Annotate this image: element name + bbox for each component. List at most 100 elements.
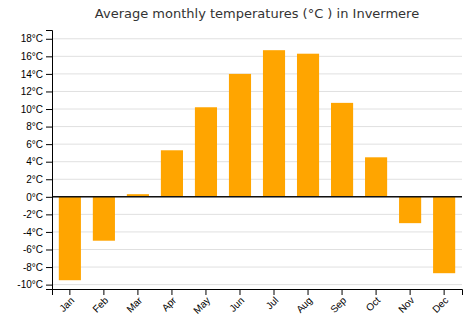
y-tick: 16°C — [21, 51, 52, 62]
x-tick-mark — [171, 289, 172, 295]
y-tick-mark — [46, 109, 52, 110]
x-tick-mark — [274, 289, 275, 295]
x-tick: Nov — [396, 289, 416, 315]
y-tick: -6°C — [23, 244, 52, 255]
x-tick: Feb — [90, 289, 110, 315]
y-tick-mark — [46, 127, 52, 128]
y-tick-label: -10°C — [17, 279, 43, 290]
bar — [365, 157, 387, 197]
grid-line — [52, 249, 462, 250]
bar — [161, 150, 183, 197]
y-tick-label: -4°C — [23, 227, 43, 238]
y-tick-mark — [46, 39, 52, 40]
x-tick-mark — [444, 289, 445, 295]
x-tick: Dec — [430, 289, 450, 315]
x-tick-mark — [137, 289, 138, 295]
y-tick-label: 10°C — [21, 104, 43, 115]
y-tick: 6°C — [26, 139, 52, 150]
y-tick-mark — [46, 267, 52, 268]
x-axis-line — [53, 290, 463, 296]
x-tick-label: Apr — [160, 294, 179, 313]
y-tick-label: 2°C — [26, 174, 43, 185]
y-tick-mark — [46, 249, 52, 250]
y-tick: 14°C — [21, 69, 52, 80]
x-tick: Apr — [160, 289, 179, 313]
x-tick-label: Feb — [90, 294, 110, 314]
y-tick: 0°C — [26, 192, 52, 203]
y-tick-mark — [46, 179, 52, 180]
x-tick: May — [191, 289, 212, 316]
zero-line — [52, 196, 462, 198]
chart: -10°C -8°C -6°C -4°C -2°C 0°C 2°C 4°C 6°C 8°C 10°C… — [0, 0, 474, 331]
y-tick-mark — [46, 91, 52, 92]
x-tick: Jun — [227, 289, 246, 314]
y-axis: -10°C -8°C -6°C -4°C -2°C 0°C 2°C 4°C 6°C 8°C 10°C… — [17, 31, 52, 291]
x-tick-mark — [69, 289, 70, 295]
x-tick-label: May — [191, 295, 212, 316]
y-tick-label: 16°C — [21, 51, 43, 62]
x-tick-label: Mar — [124, 294, 144, 314]
y-tick: -8°C — [23, 262, 52, 273]
plot: -10°C -8°C -6°C -4°C -2°C 0°C 2°C 4°C 6°C 8°C 10°C… — [17, 31, 462, 316]
y-tick-mark — [46, 162, 52, 163]
y-tick-label: -6°C — [23, 244, 43, 255]
bars — [59, 50, 455, 280]
x-axis: Jan Feb Mar Apr May Jun Jul Aug Sep Oct Nov Dec — [53, 289, 463, 316]
x-tick: Aug — [294, 289, 314, 315]
y-tick-mark — [46, 197, 52, 198]
bar — [195, 107, 217, 197]
grid-line — [52, 38, 462, 39]
grid-line — [52, 56, 462, 57]
y-tick: 10°C — [21, 104, 52, 115]
y-tick: 2°C — [26, 174, 52, 185]
x-tick-mark — [410, 289, 411, 295]
grid-line — [52, 179, 462, 180]
x-tick-label: Jul — [264, 295, 281, 312]
grid-line — [52, 144, 462, 145]
bar — [297, 54, 319, 197]
x-tick-label: Oct — [364, 295, 383, 314]
x-tick-mark — [205, 289, 206, 295]
y-tick: 8°C — [26, 121, 52, 132]
grid-line — [52, 73, 462, 74]
y-tick: 18°C — [21, 33, 52, 44]
bar — [433, 197, 455, 273]
x-tick-mark — [308, 289, 309, 295]
grid-line — [52, 91, 462, 92]
grid-line — [52, 196, 462, 197]
y-tick-label: -8°C — [23, 262, 43, 273]
x-tick-label: Jan — [57, 295, 76, 314]
grid — [52, 39, 462, 285]
y-tick-label: 12°C — [21, 86, 43, 97]
y-tick: 12°C — [21, 86, 52, 97]
y-tick: -4°C — [23, 227, 52, 238]
bar — [93, 197, 115, 241]
x-tick-mark — [239, 289, 240, 295]
y-tick-label: 18°C — [21, 33, 43, 44]
y-tick: 4°C — [26, 156, 52, 167]
title: Average monthly temperatures (°C ) in In… — [95, 6, 419, 21]
x-tick-mark — [376, 289, 377, 295]
x-tick-label: Aug — [294, 295, 314, 315]
x-tick-label: Dec — [430, 295, 450, 315]
grid-line — [52, 109, 462, 110]
x-tick-label: Sep — [328, 294, 349, 315]
y-tick: -2°C — [23, 209, 52, 220]
y-axis-line — [46, 31, 53, 290]
x-tick-label: Nov — [396, 295, 416, 315]
grid-line — [52, 161, 462, 162]
bar — [263, 50, 285, 197]
y-tick-label: -2°C — [23, 209, 43, 220]
bar — [331, 103, 353, 197]
y-tick-label: 14°C — [21, 69, 43, 80]
y-tick-mark — [46, 232, 52, 233]
x-tick: Jan — [57, 289, 76, 314]
y-tick-label: 4°C — [26, 156, 43, 167]
y-tick-mark — [46, 144, 52, 145]
grid-line — [52, 126, 462, 127]
bar — [399, 197, 421, 223]
y-tick-mark — [46, 214, 52, 215]
bar — [59, 197, 81, 280]
y-tick-mark — [46, 74, 52, 75]
x-tick-mark — [342, 289, 343, 295]
